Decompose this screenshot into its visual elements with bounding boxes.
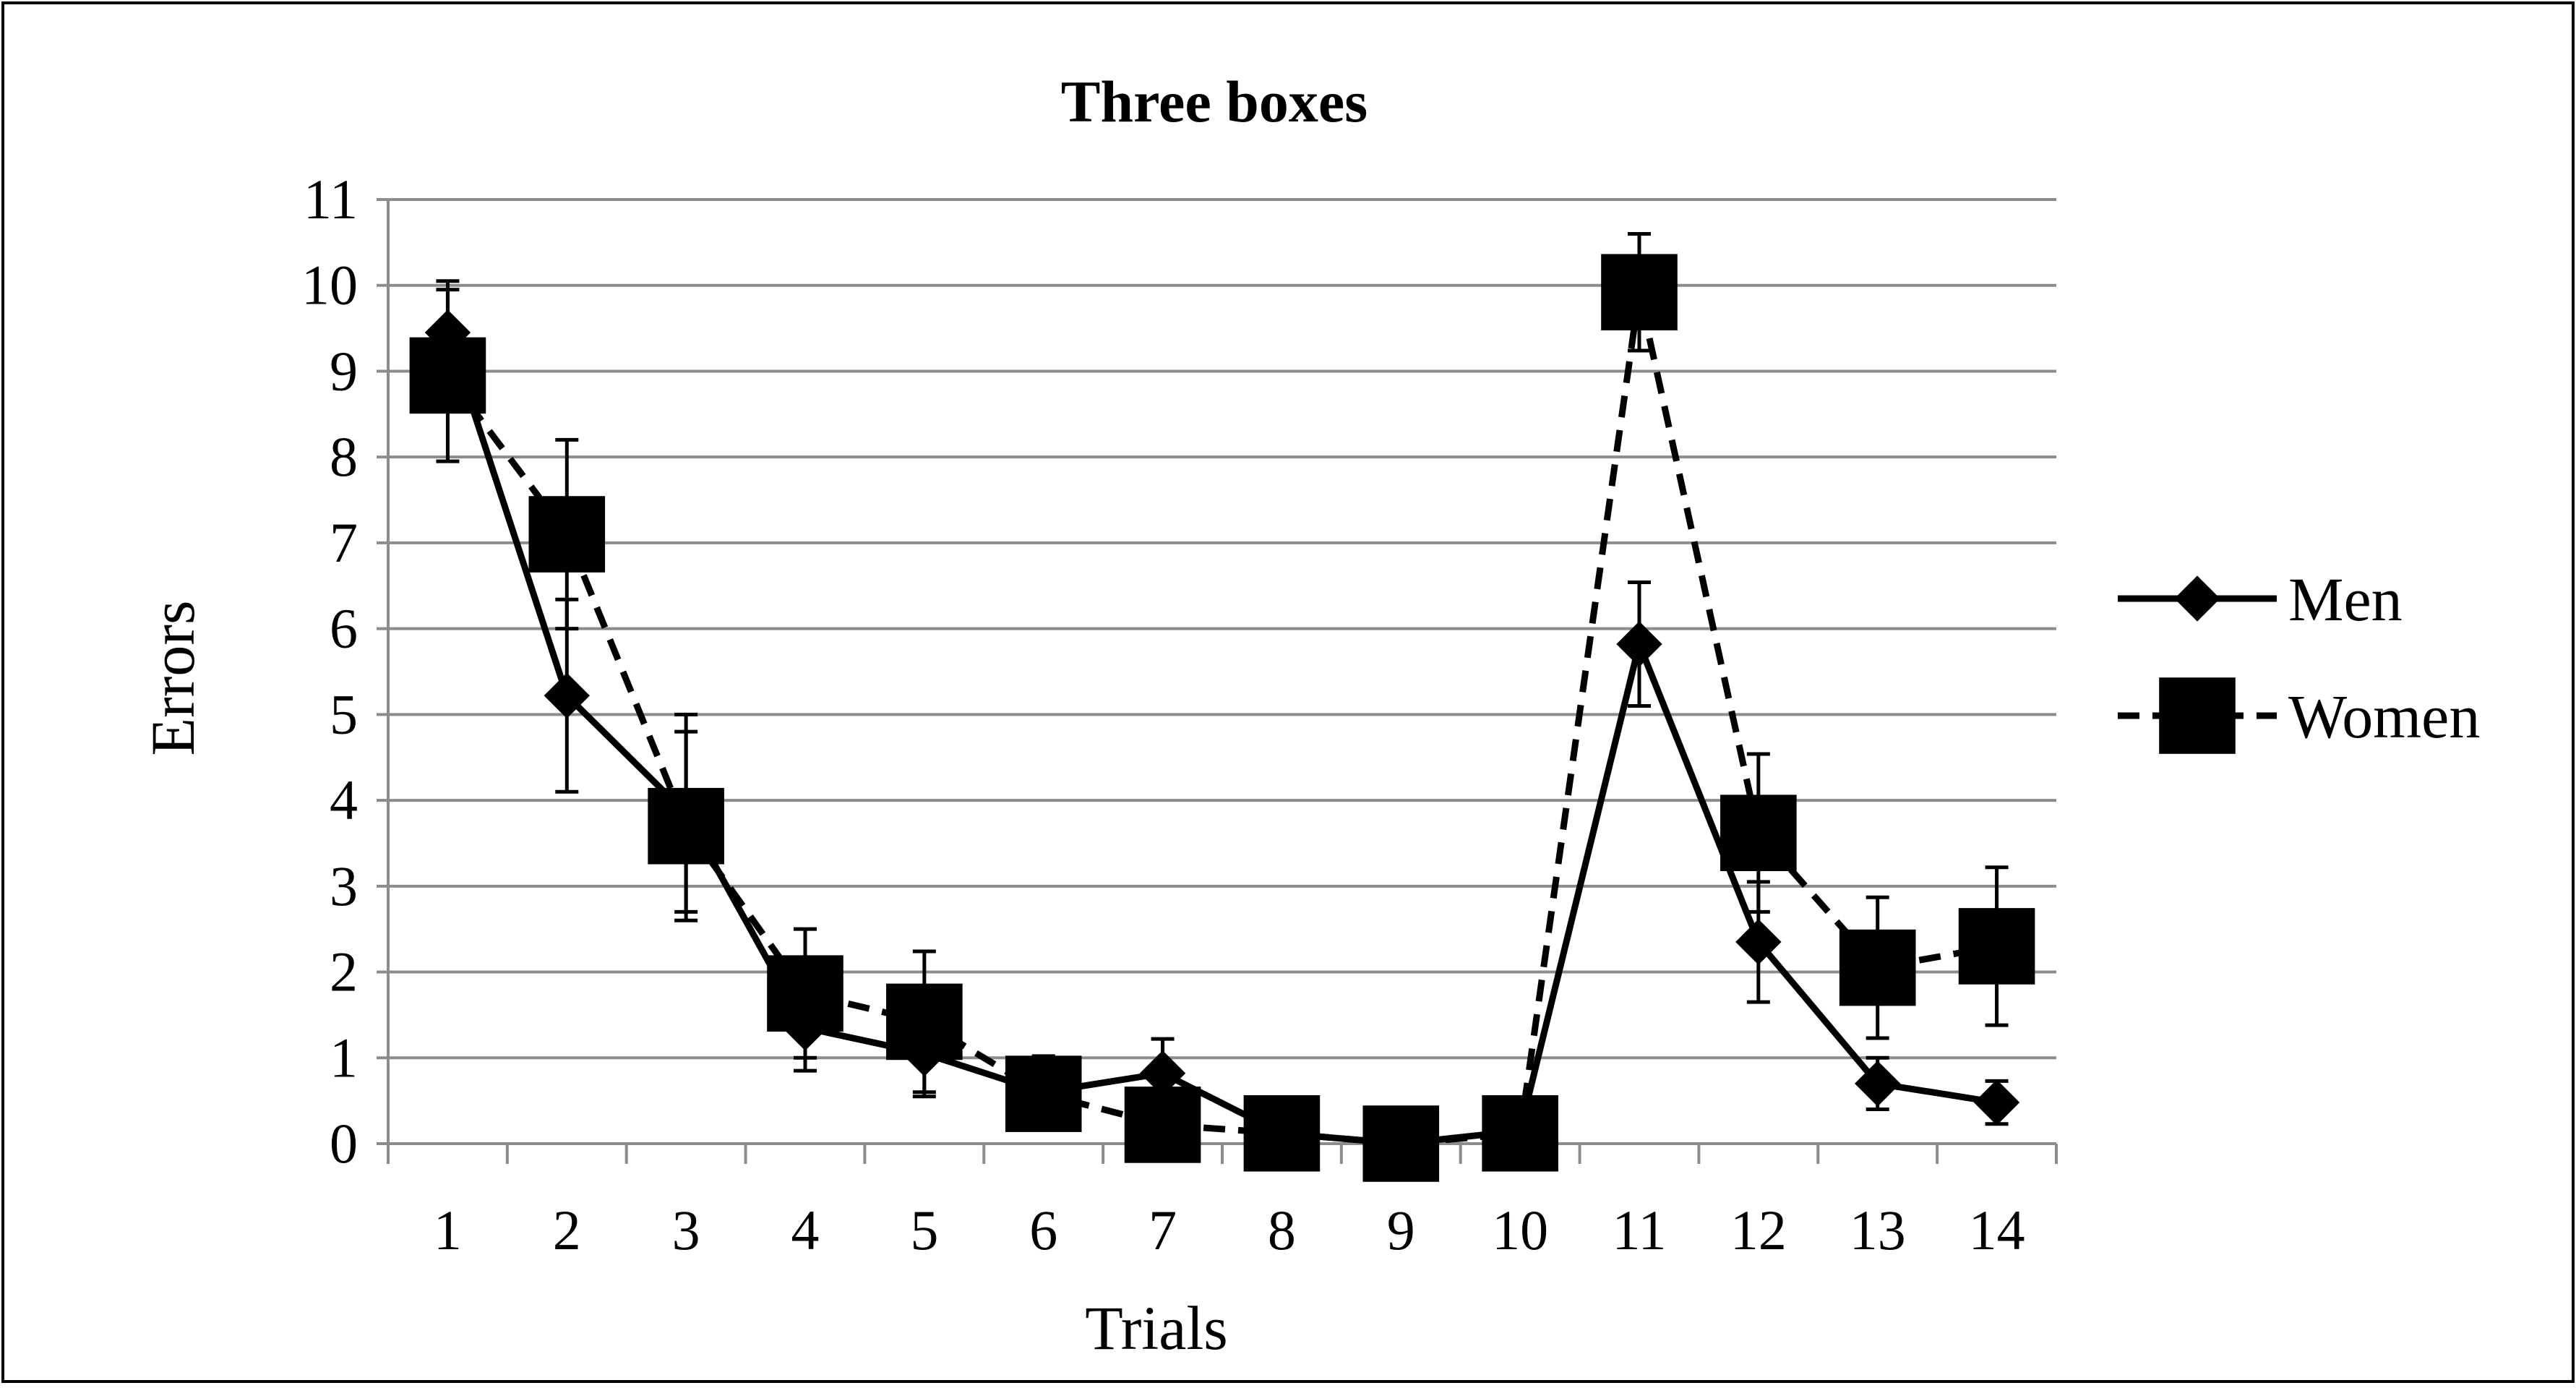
series-line-women [445, 288, 1998, 1147]
x-axis-title: Trials [1085, 1293, 1228, 1363]
x-tick-label: 9 [1387, 1199, 1415, 1261]
y-tick-label: 1 [330, 1026, 358, 1089]
y-tick-labels: 0 1 2 3 4 5 6 7 8 9 10 11 [301, 168, 358, 1175]
data-point-women [767, 955, 843, 1032]
data-point-women [1362, 1105, 1440, 1182]
data-point-women [1005, 1055, 1082, 1132]
y-tick-label: 10 [301, 254, 358, 317]
axes [377, 198, 2058, 1164]
series-women [409, 231, 2035, 1182]
data-point-women [1601, 254, 1678, 331]
data-point-women [886, 983, 963, 1061]
y-tick-label: 7 [330, 511, 358, 574]
legend-item-men: Men [2118, 565, 2403, 634]
chart-title: Three boxes [1061, 69, 1368, 134]
data-point-men [1855, 1061, 1901, 1107]
data-point-men [1973, 1079, 2020, 1126]
data-point-women [1839, 929, 1916, 1006]
y-tick-label: 4 [330, 768, 358, 831]
data-point-women [1124, 1087, 1201, 1163]
data-point-women [1958, 908, 2035, 985]
y-tick-label: 11 [304, 168, 358, 231]
y-axis-title: Errors [138, 601, 207, 756]
data-point-women [648, 787, 724, 865]
data-point-men [1616, 621, 1662, 667]
data-point-women [1482, 1094, 1558, 1172]
x-tick-label: 8 [1268, 1199, 1296, 1261]
x-tick-label: 4 [791, 1199, 820, 1261]
x-tick-label: 6 [1029, 1199, 1057, 1261]
x-tick-label: 7 [1149, 1199, 1177, 1261]
y-tick-label: 2 [330, 941, 358, 1003]
x-tick-label: 5 [910, 1199, 938, 1261]
x-tick-label: 14 [1969, 1199, 2025, 1261]
y-tick-label: 8 [330, 425, 358, 488]
data-point-women [1243, 1094, 1321, 1172]
x-tick-label: 3 [672, 1199, 700, 1261]
series-group [409, 231, 2035, 1182]
y-tick-label: 0 [330, 1112, 358, 1175]
x-tick-labels: 1 2 3 4 5 6 7 8 9 10 11 12 13 14 [434, 1199, 2025, 1261]
legend-label-men: Men [2288, 565, 2403, 634]
x-tick-label: 13 [1850, 1199, 1906, 1261]
y-tick-label: 5 [330, 682, 358, 745]
x-tick-label: 2 [553, 1199, 581, 1261]
data-point-men [544, 672, 590, 719]
data-point-women [409, 337, 486, 414]
legend: Men Women [2118, 565, 2480, 754]
data-point-men [1735, 919, 1782, 965]
gridlines [388, 198, 2056, 1060]
x-tick-label: 11 [1612, 1199, 1666, 1261]
legend-label-women: Women [2288, 682, 2480, 751]
y-tick-label: 6 [330, 597, 358, 660]
x-tick-label: 1 [434, 1199, 462, 1261]
x-tick-label: 12 [1730, 1199, 1787, 1261]
data-point-men [1139, 1050, 1186, 1097]
x-tick-label: 10 [1492, 1199, 1548, 1261]
y-tick-label: 9 [330, 339, 358, 402]
data-point-women [1720, 794, 1797, 872]
legend-marker-men [2174, 575, 2220, 622]
data-point-women [528, 496, 606, 573]
legend-marker-women [2159, 677, 2236, 754]
y-tick-label: 3 [330, 854, 358, 917]
legend-item-women: Women [2118, 677, 2480, 754]
